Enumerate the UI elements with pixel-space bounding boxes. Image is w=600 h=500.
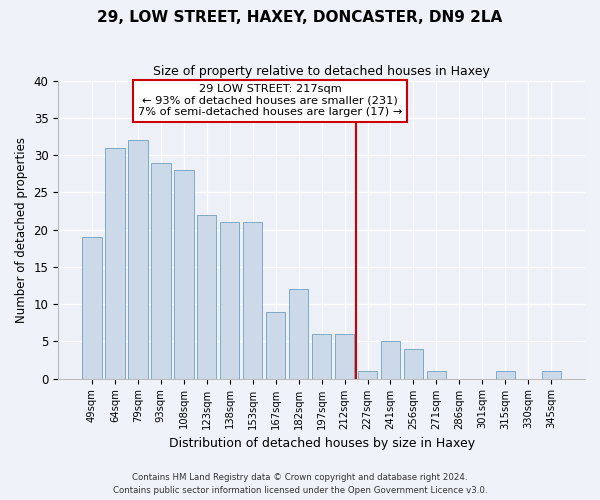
Bar	[496, 371, 515, 378]
Bar	[381, 342, 400, 378]
Bar	[289, 289, 308, 378]
Y-axis label: Number of detached properties: Number of detached properties	[15, 136, 28, 322]
Text: 29 LOW STREET: 217sqm
← 93% of detached houses are smaller (231)
7% of semi-deta: 29 LOW STREET: 217sqm ← 93% of detached …	[138, 84, 402, 117]
Bar	[220, 222, 239, 378]
X-axis label: Distribution of detached houses by size in Haxey: Distribution of detached houses by size …	[169, 437, 475, 450]
Bar	[105, 148, 125, 378]
Bar	[82, 237, 101, 378]
Bar	[312, 334, 331, 378]
Text: 29, LOW STREET, HAXEY, DONCASTER, DN9 2LA: 29, LOW STREET, HAXEY, DONCASTER, DN9 2L…	[97, 10, 503, 25]
Bar	[174, 170, 194, 378]
Bar	[151, 162, 170, 378]
Bar	[243, 222, 262, 378]
Title: Size of property relative to detached houses in Haxey: Size of property relative to detached ho…	[153, 65, 490, 78]
Bar	[266, 312, 286, 378]
Bar	[358, 371, 377, 378]
Bar	[427, 371, 446, 378]
Bar	[404, 349, 423, 378]
Bar	[128, 140, 148, 378]
Bar	[542, 371, 561, 378]
Bar	[335, 334, 355, 378]
Text: Contains HM Land Registry data © Crown copyright and database right 2024.
Contai: Contains HM Land Registry data © Crown c…	[113, 474, 487, 495]
Bar	[197, 214, 217, 378]
